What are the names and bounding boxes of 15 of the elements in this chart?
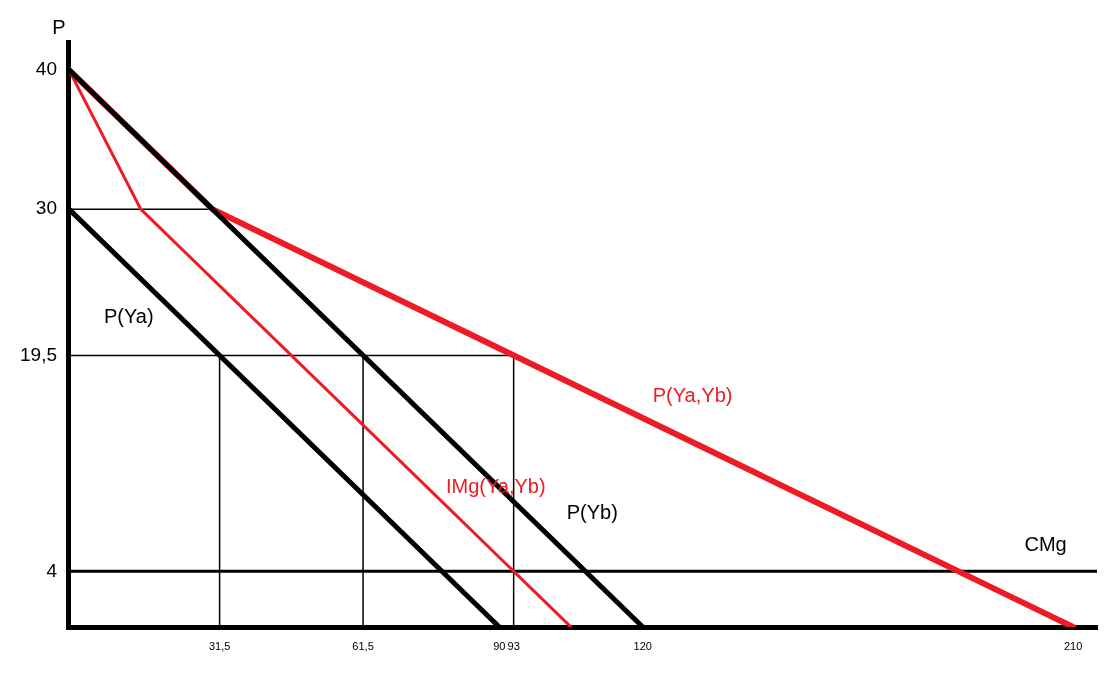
y-tick-label: 40 — [35, 58, 57, 80]
x-tick-label: 120 — [633, 639, 652, 652]
series-label: CMg — [1024, 532, 1067, 555]
y-tick-label: 4 — [46, 559, 58, 581]
series-label: P(Yb) — [566, 500, 618, 523]
x-tick-label: 90 — [493, 639, 506, 652]
y-tick-label: 30 — [35, 197, 57, 219]
series-label: P(Ya,Yb) — [652, 383, 733, 406]
y-tick-label: 19,5 — [20, 343, 57, 365]
x-tick-label: 210 — [1063, 639, 1083, 652]
x-tick-label: 93 — [507, 639, 520, 652]
series-label: P(Ya) — [104, 304, 154, 327]
y-axis-title: P — [52, 15, 66, 38]
x-tick-label: 61,5 — [352, 639, 374, 652]
x-tick-label: 31,5 — [208, 639, 231, 652]
